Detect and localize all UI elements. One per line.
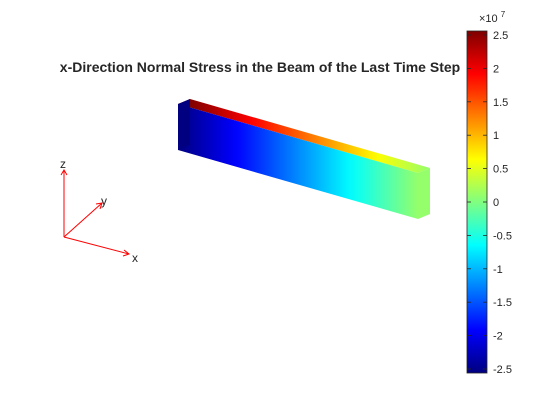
colorbar-tick-label: -2.5 <box>493 364 512 376</box>
colorbar-tick-label: 1.5 <box>493 97 508 109</box>
axes-triad: z y x <box>60 157 138 265</box>
colorbar-tick-label: 0.5 <box>493 164 508 176</box>
colorbar-multiplier-exponent: 7 <box>501 10 506 19</box>
colorbar: 2.5 2 1.5 1 0.5 0 -0.5 -1 -1.5 -2 -2.5 ×10 7 <box>466 10 512 376</box>
triad-x-arrowhead <box>122 249 131 257</box>
colorbar-multiplier-base: ×10 <box>479 13 498 25</box>
beam-3d <box>178 99 430 219</box>
chart-title: x-Direction Normal Stress in the Beam of… <box>59 59 461 75</box>
colorbar-tick-label: -1.5 <box>493 297 512 309</box>
beam-end-face <box>418 168 430 219</box>
colorbar-tick-label: 1 <box>493 130 499 142</box>
beam-top-face <box>178 99 430 173</box>
colorbar-ticks: 2.5 2 1.5 1 0.5 0 -0.5 -1 -1.5 -2 -2.5 <box>467 30 512 376</box>
beam-left-edge <box>178 99 190 150</box>
triad-z-arrowhead <box>60 169 68 176</box>
colorbar-tick-label: 2.5 <box>493 30 508 42</box>
beam-front-face <box>178 104 418 219</box>
colorbar-tick-label: 0 <box>493 197 499 209</box>
colorbar-tick-label: 2 <box>493 63 499 75</box>
colorbar-tick-label: -2 <box>493 331 503 343</box>
colorbar-tick-label: -0.5 <box>493 230 512 242</box>
triad-y-axis <box>63 202 103 238</box>
colorbar-multiplier: ×10 7 <box>479 10 506 25</box>
triad-z-label: z <box>60 157 66 171</box>
triad-y-arrowhead <box>95 202 103 210</box>
triad-y-label: y <box>101 194 107 208</box>
triad-x-label: x <box>132 251 138 265</box>
colorbar-tick-label: -1 <box>493 264 503 276</box>
triad-x-axis <box>63 236 130 255</box>
